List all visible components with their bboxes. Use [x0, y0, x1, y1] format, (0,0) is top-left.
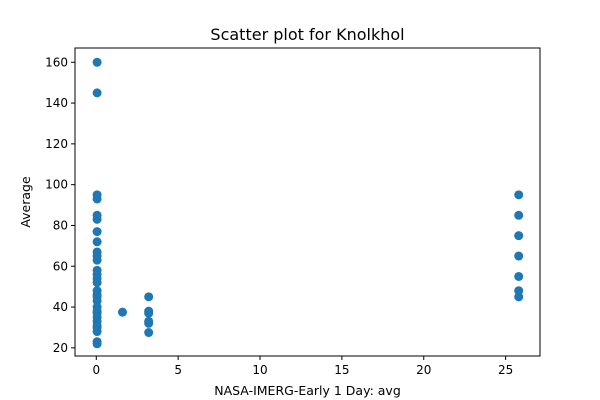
- data-point: [514, 231, 524, 241]
- data-point: [514, 190, 524, 200]
- data-point: [92, 255, 102, 265]
- plot-frame: [74, 47, 541, 357]
- data-point: [144, 308, 154, 318]
- y-tick-label: 40: [53, 300, 68, 314]
- y-tick-label: 60: [53, 259, 68, 273]
- x-tick-label: 5: [174, 363, 182, 377]
- data-point: [144, 328, 154, 338]
- y-axis-label: Average: [18, 176, 33, 228]
- data-point: [92, 214, 102, 224]
- data-point: [92, 237, 102, 247]
- y-tick-label: 20: [53, 341, 68, 355]
- data-point: [92, 339, 102, 349]
- data-point: [514, 292, 524, 302]
- data-point: [92, 327, 102, 337]
- x-axis: 0 5 10 15 20 25: [92, 356, 513, 377]
- x-tick-label: 0: [92, 363, 100, 377]
- y-axis: 20 40 60 80 100 120 140 160: [45, 55, 75, 355]
- x-tick-label: 25: [498, 363, 513, 377]
- data-point: [514, 210, 524, 220]
- data-point: [92, 227, 102, 237]
- x-tick-label: 15: [334, 363, 349, 377]
- y-tick-label: 100: [45, 178, 68, 192]
- data-points: [92, 57, 524, 349]
- x-tick-label: 20: [416, 363, 431, 377]
- data-point: [117, 307, 127, 317]
- chart-title: Scatter plot for Knolkhol: [210, 25, 404, 44]
- data-point: [144, 292, 154, 302]
- data-point: [144, 318, 154, 328]
- x-axis-label: NASA-IMERG-Early 1 Day: avg: [214, 383, 401, 398]
- y-tick-label: 80: [53, 218, 68, 232]
- data-point: [92, 88, 102, 98]
- data-point: [514, 271, 524, 281]
- y-tick-label: 160: [45, 55, 68, 69]
- data-point: [92, 194, 102, 204]
- y-tick-label: 120: [45, 137, 68, 151]
- data-point: [514, 251, 524, 261]
- x-tick-label: 10: [252, 363, 267, 377]
- y-tick-label: 140: [45, 96, 68, 110]
- data-point: [92, 278, 102, 288]
- data-point: [92, 57, 102, 67]
